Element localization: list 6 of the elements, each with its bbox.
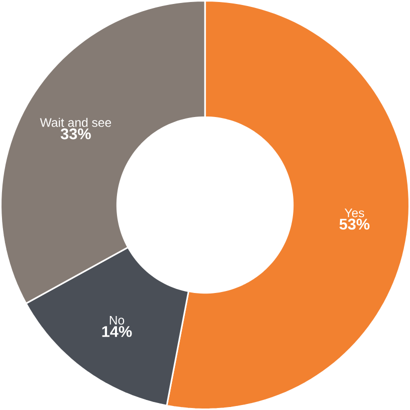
slice-label: Wait and see (40, 118, 112, 127)
data-label: 53% (339, 218, 370, 230)
data-label: 14% (102, 326, 132, 337)
data-label: 33% (60, 128, 91, 140)
slice-label: No (110, 316, 124, 325)
slice-label: Yes (344, 208, 364, 218)
